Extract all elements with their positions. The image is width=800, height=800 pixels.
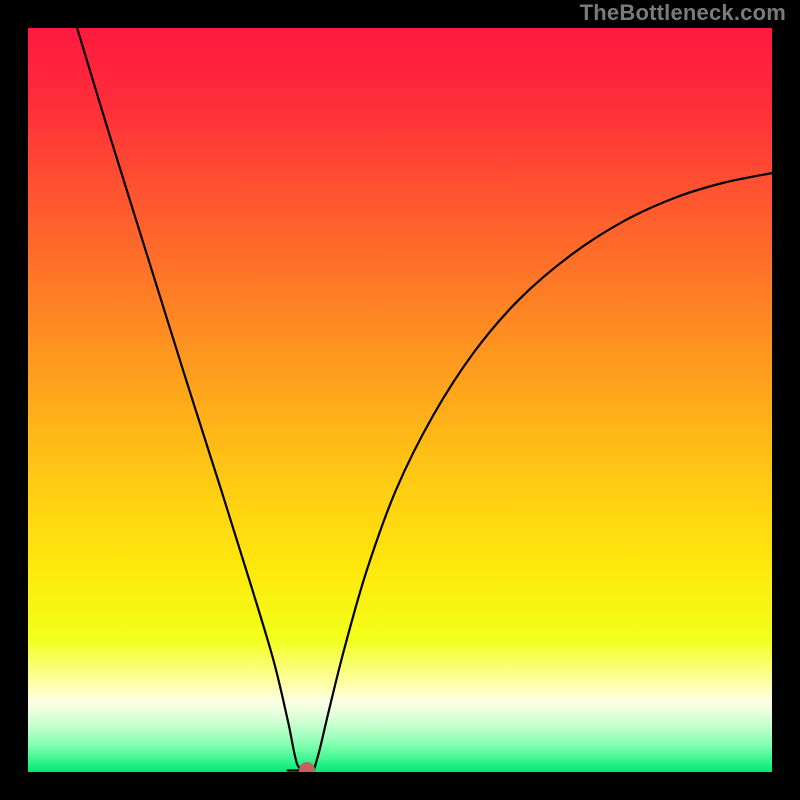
- bottleneck-chart: [28, 28, 772, 772]
- page-root: TheBottleneck.com: [0, 0, 800, 800]
- watermark-text: TheBottleneck.com: [580, 0, 786, 26]
- chart-background: [28, 28, 772, 772]
